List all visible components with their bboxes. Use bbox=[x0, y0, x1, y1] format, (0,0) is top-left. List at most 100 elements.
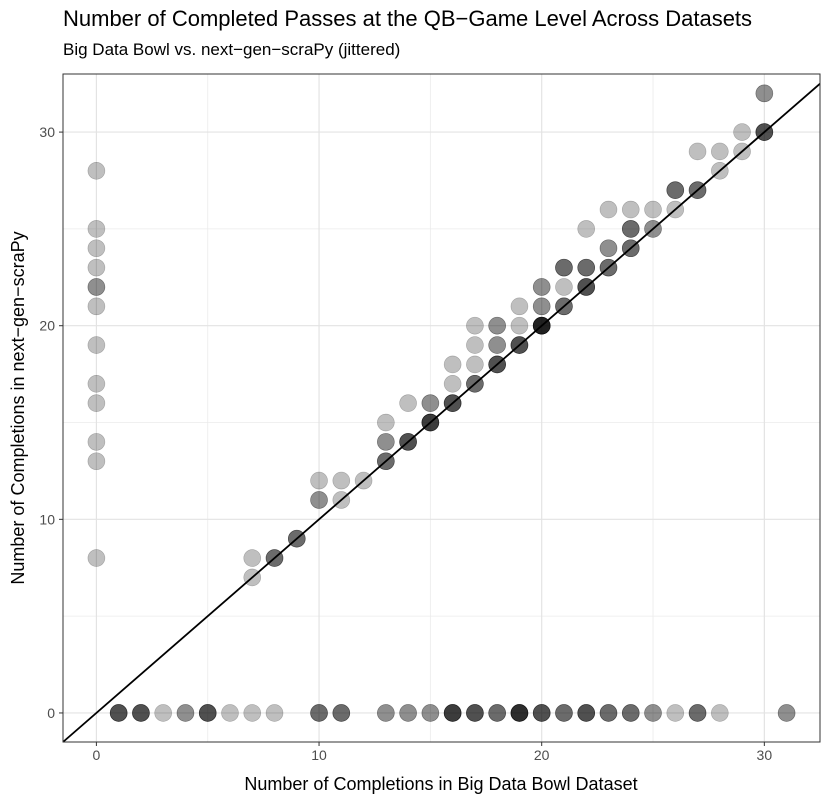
data-point bbox=[755, 123, 774, 141]
data-point bbox=[443, 704, 462, 722]
data-point bbox=[711, 704, 729, 722]
data-point bbox=[577, 704, 596, 722]
data-point bbox=[510, 336, 529, 354]
data-point bbox=[733, 142, 751, 161]
data-point bbox=[621, 220, 640, 238]
data-point bbox=[688, 181, 707, 199]
data-point bbox=[443, 704, 462, 722]
data-point bbox=[577, 704, 596, 722]
data-point bbox=[466, 704, 484, 722]
data-point bbox=[621, 239, 640, 258]
data-point bbox=[310, 491, 328, 509]
data-point bbox=[510, 704, 529, 722]
data-point bbox=[466, 336, 484, 354]
data-point bbox=[621, 704, 640, 722]
data-point bbox=[87, 220, 106, 238]
data-point bbox=[755, 84, 774, 103]
data-point bbox=[87, 549, 106, 567]
x-tick-label: 20 bbox=[534, 747, 550, 763]
data-point bbox=[711, 162, 729, 180]
data-point bbox=[555, 258, 573, 277]
data-point bbox=[621, 239, 640, 258]
data-point bbox=[666, 181, 685, 199]
data-point bbox=[688, 704, 707, 722]
data-point bbox=[466, 355, 484, 374]
data-point bbox=[599, 258, 618, 277]
data-point bbox=[265, 549, 284, 567]
data-point bbox=[132, 704, 150, 722]
data-point bbox=[577, 278, 596, 296]
data-point bbox=[644, 220, 662, 238]
data-point bbox=[466, 374, 484, 393]
data-point bbox=[399, 433, 417, 451]
data-point bbox=[733, 123, 751, 141]
data-point bbox=[577, 278, 596, 296]
data-point bbox=[87, 278, 106, 296]
x-axis-title: Number of Completions in Big Data Bowl D… bbox=[244, 774, 637, 794]
data-point bbox=[332, 704, 351, 722]
data-point bbox=[510, 297, 529, 316]
data-point bbox=[532, 704, 551, 722]
data-point bbox=[265, 549, 284, 567]
reference-line-layer bbox=[62, 83, 821, 743]
data-point bbox=[243, 704, 262, 722]
data-point bbox=[443, 394, 462, 412]
data-point bbox=[221, 704, 239, 722]
data-point bbox=[87, 239, 106, 258]
data-point bbox=[421, 394, 440, 412]
data-point bbox=[510, 336, 529, 354]
data-point bbox=[132, 704, 150, 722]
y-tick-label: 0 bbox=[47, 705, 55, 721]
data-point bbox=[265, 704, 284, 722]
data-point bbox=[532, 316, 551, 335]
data-point bbox=[555, 297, 573, 316]
data-point bbox=[377, 452, 395, 471]
data-point bbox=[421, 704, 440, 722]
data-point bbox=[532, 316, 551, 335]
data-point bbox=[310, 491, 328, 509]
data-point bbox=[466, 316, 484, 335]
data-point bbox=[332, 704, 351, 722]
data-point bbox=[377, 704, 395, 722]
data-point bbox=[510, 316, 529, 335]
data-point bbox=[599, 258, 618, 277]
data-point bbox=[198, 704, 217, 722]
data-point bbox=[243, 568, 262, 587]
data-point bbox=[109, 704, 128, 722]
data-point bbox=[198, 704, 217, 722]
data-point bbox=[532, 297, 551, 316]
data-point bbox=[443, 394, 462, 412]
data-point bbox=[109, 704, 128, 722]
data-point bbox=[488, 704, 506, 722]
data-point bbox=[466, 704, 484, 722]
data-point bbox=[87, 297, 106, 316]
data-point bbox=[421, 413, 440, 432]
data-point bbox=[577, 278, 596, 296]
data-point bbox=[621, 704, 640, 722]
data-point bbox=[644, 704, 662, 722]
data-point bbox=[488, 355, 506, 374]
data-point bbox=[599, 200, 618, 219]
data-point bbox=[577, 704, 596, 722]
x-tick-label: 30 bbox=[757, 747, 773, 763]
data-point bbox=[310, 471, 328, 490]
data-point bbox=[332, 704, 351, 722]
data-point bbox=[466, 374, 484, 393]
data-point bbox=[443, 355, 462, 374]
data-point bbox=[421, 413, 440, 432]
y-tick-label: 10 bbox=[39, 511, 55, 527]
data-point bbox=[287, 529, 306, 548]
data-point bbox=[399, 704, 417, 722]
data-point bbox=[488, 704, 506, 722]
data-point bbox=[377, 704, 395, 722]
data-point bbox=[488, 336, 506, 354]
data-point bbox=[354, 471, 373, 490]
data-point bbox=[109, 704, 128, 722]
data-point bbox=[532, 316, 551, 335]
data-point bbox=[488, 316, 506, 335]
data-point bbox=[755, 84, 774, 103]
data-point bbox=[621, 704, 640, 722]
data-point bbox=[555, 258, 573, 277]
data-point bbox=[666, 200, 685, 219]
